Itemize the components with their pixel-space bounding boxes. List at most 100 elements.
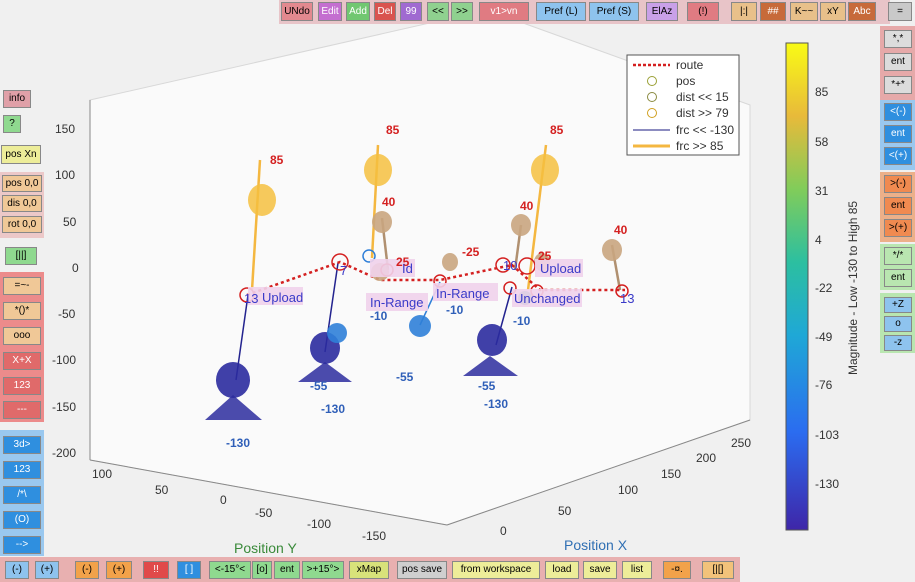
prev-button[interactable]: << — [427, 2, 449, 21]
label-neg10: -10 — [370, 309, 388, 323]
list-button[interactable]: list — [622, 561, 652, 579]
rotate-plus-15-button[interactable]: >+15°> — [302, 561, 344, 579]
zoom-out-z-button[interactable]: -z — [884, 335, 912, 351]
tag-boxes — [248, 259, 583, 311]
dash-button[interactable]: --- — [3, 401, 41, 419]
next-button[interactable]: >> — [451, 2, 473, 21]
label-40: 40 — [382, 195, 396, 209]
origin-button[interactable]: [o] — [252, 561, 272, 579]
pos-readout[interactable]: pos 0,0 — [2, 175, 42, 192]
abc-button[interactable]: Abc — [848, 2, 876, 21]
zoom-minus-button[interactable]: (-) — [5, 561, 29, 579]
line-style-button[interactable]: =~- — [3, 277, 41, 295]
rotate-right-plus-button[interactable]: >(+) — [884, 219, 912, 237]
rotate-left-plus-button[interactable]: <(+) — [884, 147, 912, 165]
rotate-right-minus-button[interactable]: >(-) — [884, 175, 912, 193]
axes-box — [89, 9, 751, 526]
zoom-plus-button[interactable]: (+) — [35, 561, 59, 579]
scale-button[interactable]: *,* — [884, 30, 912, 48]
arrow-button[interactable]: --> — [3, 536, 41, 554]
step-minus-button[interactable]: (-) — [75, 561, 99, 579]
arc-button[interactable]: /*\ — [3, 486, 41, 504]
cb-tick: 31 — [815, 184, 829, 198]
cross-button[interactable]: X+X — [3, 352, 41, 370]
pause-button[interactable]: [||] — [5, 247, 37, 265]
dis-readout[interactable]: dis 0,0 — [2, 195, 42, 212]
xmap-button[interactable]: xMap — [349, 561, 389, 579]
frame-button[interactable]: [ ] — [177, 561, 201, 579]
enter-button[interactable]: ent — [884, 269, 912, 287]
y-tick: 50 — [155, 483, 169, 497]
xy-button[interactable]: xY — [820, 2, 846, 21]
delete-button[interactable]: Del — [374, 2, 396, 21]
from-workspace-button[interactable]: from workspace — [452, 561, 540, 579]
text-13: 13 — [620, 291, 634, 306]
label-neg130: -130 — [484, 397, 508, 411]
dots-button[interactable]: ooo — [3, 327, 41, 345]
layout-button[interactable]: [|[] — [702, 561, 734, 579]
load-button[interactable]: load — [545, 561, 579, 579]
node-cone — [298, 362, 352, 382]
legend-pos-swatch — [647, 76, 657, 86]
marker-style-button[interactable]: *()* — [3, 302, 41, 320]
grid-button[interactable]: ## — [760, 2, 786, 21]
help-button[interactable]: ? — [3, 115, 21, 133]
warning-button[interactable]: !! — [143, 561, 169, 579]
count-button[interactable]: 99 — [400, 2, 422, 21]
info-button[interactable]: info — [3, 90, 31, 108]
colorbar-label: Magnitude - Low -130 to High 85 — [846, 201, 860, 375]
equals-button[interactable]: = — [888, 2, 912, 21]
pos-save-button[interactable]: pos save — [397, 561, 447, 579]
enter-button[interactable]: ent — [884, 125, 912, 143]
label-neg10: -10 — [446, 303, 464, 317]
node-ball — [602, 239, 622, 261]
label-neg55: -55 — [396, 370, 414, 384]
rotate-left-minus-button[interactable]: <(-) — [884, 103, 912, 121]
label-85: 85 — [270, 153, 284, 167]
tag-box — [366, 293, 428, 311]
pos-xn-button[interactable]: pos Xn — [1, 145, 41, 164]
alert-button[interactable]: (!) — [687, 2, 719, 21]
k-button[interactable]: K~~ — [790, 2, 818, 21]
circle-button[interactable]: (O) — [3, 511, 41, 529]
elaz-button[interactable]: ElAz — [646, 2, 678, 21]
pref-l-button[interactable]: Pref (L) — [536, 2, 586, 21]
rot-readout[interactable]: rot 0,0 — [2, 216, 42, 233]
x-tick: 100 — [618, 483, 638, 497]
enter-button[interactable]: ent — [884, 53, 912, 71]
text-7: 7 — [340, 263, 347, 278]
numbers-blue-button[interactable]: 123 — [3, 461, 41, 479]
marker — [495, 257, 511, 273]
bottom-nodes — [205, 291, 532, 420]
scale-up-button[interactable]: *+* — [884, 76, 912, 94]
numbers-button[interactable]: 123 — [3, 377, 41, 395]
v1-to-vn-button[interactable]: v1>vn — [479, 2, 529, 21]
clear-button[interactable]: -¤. — [663, 561, 691, 579]
step-plus-button[interactable]: (+) — [106, 561, 132, 579]
enter-button[interactable]: ent — [274, 561, 300, 579]
cb-tick: 58 — [815, 135, 829, 149]
text-id: Id — [402, 261, 413, 276]
view-3d-button[interactable]: 3d> — [3, 436, 41, 454]
undo-button[interactable]: UNdo — [281, 2, 313, 21]
add-button[interactable]: Add — [346, 2, 370, 21]
split-button[interactable]: |:| — [731, 2, 757, 21]
label-85: 85 — [550, 123, 564, 137]
label-neg55: -55 — [310, 379, 328, 393]
text-upload: Upload — [262, 290, 303, 305]
edit-button[interactable]: Edit — [318, 2, 342, 21]
text-13: 13 — [244, 291, 258, 306]
colorbar-gradient — [785, 42, 809, 531]
legend-pos: pos — [676, 74, 695, 88]
enter-button[interactable]: ent — [884, 197, 912, 215]
text-unchanged: Unchanged — [514, 291, 581, 306]
z-tick: 50 — [63, 215, 77, 229]
zoom-in-z-button[interactable]: +Z — [884, 297, 912, 313]
multiply-divide-button[interactable]: */* — [884, 247, 912, 265]
rotate-minus-15-button[interactable]: <-15°< — [209, 561, 251, 579]
zoom-reset-button[interactable]: o — [884, 316, 912, 332]
cb-tick: -49 — [815, 330, 833, 344]
save-button[interactable]: save — [583, 561, 617, 579]
pref-s-button[interactable]: Pref (S) — [589, 2, 639, 21]
